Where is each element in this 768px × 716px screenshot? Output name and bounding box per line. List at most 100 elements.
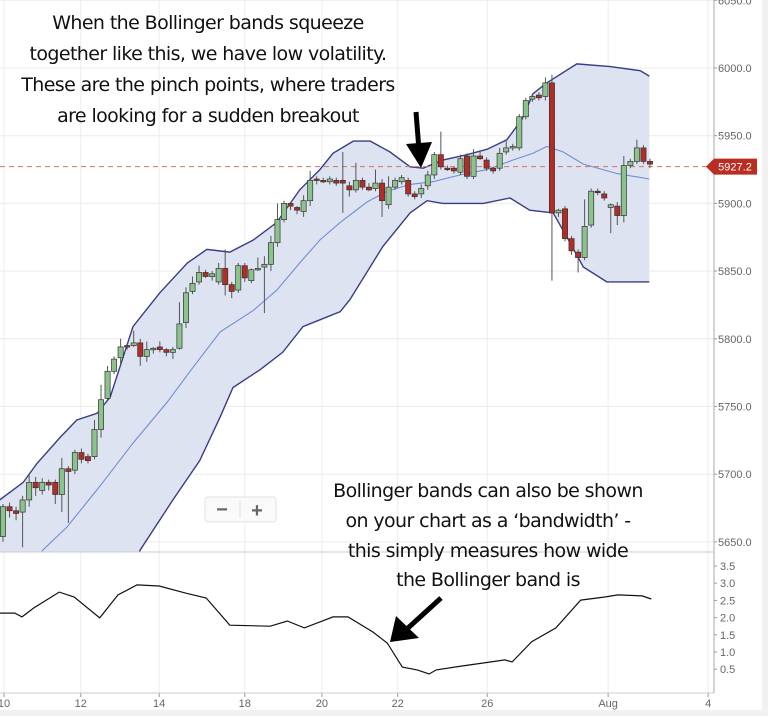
candle[interactable] (71, 449, 78, 475)
candle[interactable] (130, 330, 137, 347)
candle[interactable] (483, 157, 490, 171)
candle[interactable] (627, 158, 634, 169)
candle[interactable] (274, 203, 281, 247)
candle[interactable] (339, 151, 346, 213)
candle[interactable] (437, 131, 444, 170)
candle[interactable] (516, 114, 523, 151)
candle[interactable] (594, 188, 601, 196)
candle[interactable] (137, 338, 144, 366)
candle[interactable] (294, 206, 301, 215)
candle[interactable] (78, 448, 85, 464)
candle[interactable] (633, 139, 640, 165)
candle[interactable] (503, 141, 510, 155)
candle[interactable] (509, 143, 516, 151)
zoom-in-button[interactable]: + (251, 500, 263, 522)
candle[interactable] (98, 384, 104, 438)
candle[interactable] (398, 174, 405, 185)
candle[interactable] (548, 74, 555, 281)
candle[interactable] (568, 235, 575, 255)
candle[interactable] (457, 154, 464, 175)
candle[interactable] (444, 165, 451, 171)
candle[interactable] (464, 153, 470, 180)
candle[interactable] (183, 287, 189, 328)
candle[interactable] (346, 181, 353, 197)
candle[interactable] (359, 177, 366, 190)
candle[interactable] (581, 199, 588, 261)
candle[interactable] (65, 466, 72, 523)
candle[interactable] (52, 479, 59, 504)
candle[interactable] (385, 176, 392, 209)
candle[interactable] (411, 191, 418, 200)
candle[interactable] (431, 151, 438, 180)
candle[interactable] (91, 420, 98, 460)
candle[interactable] (562, 206, 568, 242)
candle[interactable] (124, 344, 131, 350)
candle[interactable] (607, 203, 614, 234)
candle[interactable] (156, 341, 163, 353)
candle[interactable] (235, 262, 242, 293)
candle[interactable] (176, 302, 183, 350)
candle[interactable] (254, 257, 261, 272)
candle[interactable] (490, 166, 497, 174)
candle[interactable] (215, 262, 222, 285)
candle[interactable] (85, 453, 91, 464)
candle[interactable] (261, 256, 268, 314)
candle[interactable] (202, 269, 209, 278)
candle[interactable] (307, 170, 314, 207)
candle[interactable] (333, 177, 340, 186)
candle[interactable] (19, 495, 26, 548)
candle[interactable] (111, 356, 118, 375)
bandwidth-panel[interactable] (0, 584, 652, 675)
candle[interactable] (13, 506, 20, 521)
candle[interactable] (150, 346, 157, 354)
candle[interactable] (477, 151, 484, 161)
candle[interactable] (26, 474, 33, 507)
candle[interactable] (529, 93, 536, 102)
candle[interactable] (588, 188, 595, 228)
candle[interactable] (640, 145, 647, 165)
candle[interactable] (117, 338, 124, 366)
candle[interactable] (614, 202, 621, 226)
candle[interactable] (372, 169, 379, 192)
candle[interactable] (379, 179, 385, 217)
candle[interactable] (601, 191, 608, 201)
candle[interactable] (189, 276, 196, 295)
candle[interactable] (143, 341, 150, 362)
candle[interactable] (222, 249, 229, 296)
candle[interactable] (281, 200, 287, 223)
candle[interactable] (300, 195, 307, 217)
candle[interactable] (0, 503, 6, 542)
candle[interactable] (542, 77, 549, 101)
candle[interactable] (555, 208, 562, 217)
candle[interactable] (32, 476, 39, 496)
candle[interactable] (418, 184, 425, 198)
candle[interactable] (392, 177, 399, 190)
candle[interactable] (267, 235, 274, 272)
candle[interactable] (209, 271, 216, 281)
candle[interactable] (196, 265, 202, 285)
candle[interactable] (287, 202, 294, 211)
candle[interactable] (39, 478, 46, 495)
candle[interactable] (405, 177, 412, 197)
candle[interactable] (575, 249, 582, 273)
candle[interactable] (620, 156, 627, 223)
candle[interactable] (366, 183, 372, 192)
candle[interactable] (241, 262, 248, 282)
candle[interactable] (58, 457, 65, 513)
candle[interactable] (647, 158, 653, 169)
candle[interactable] (352, 162, 359, 193)
candle[interactable] (228, 281, 235, 299)
candle[interactable] (326, 176, 333, 185)
candle[interactable] (496, 147, 503, 171)
candle[interactable] (169, 346, 176, 360)
candle[interactable] (424, 170, 431, 190)
candle[interactable] (470, 149, 477, 180)
candle[interactable] (320, 177, 327, 184)
candle[interactable] (535, 92, 542, 101)
candle[interactable] (522, 97, 529, 120)
candle[interactable] (248, 268, 255, 284)
candle[interactable] (313, 176, 320, 185)
candle[interactable] (45, 479, 52, 491)
price-panel[interactable] (0, 63, 714, 610)
zoom-out-button[interactable]: − (216, 499, 228, 521)
